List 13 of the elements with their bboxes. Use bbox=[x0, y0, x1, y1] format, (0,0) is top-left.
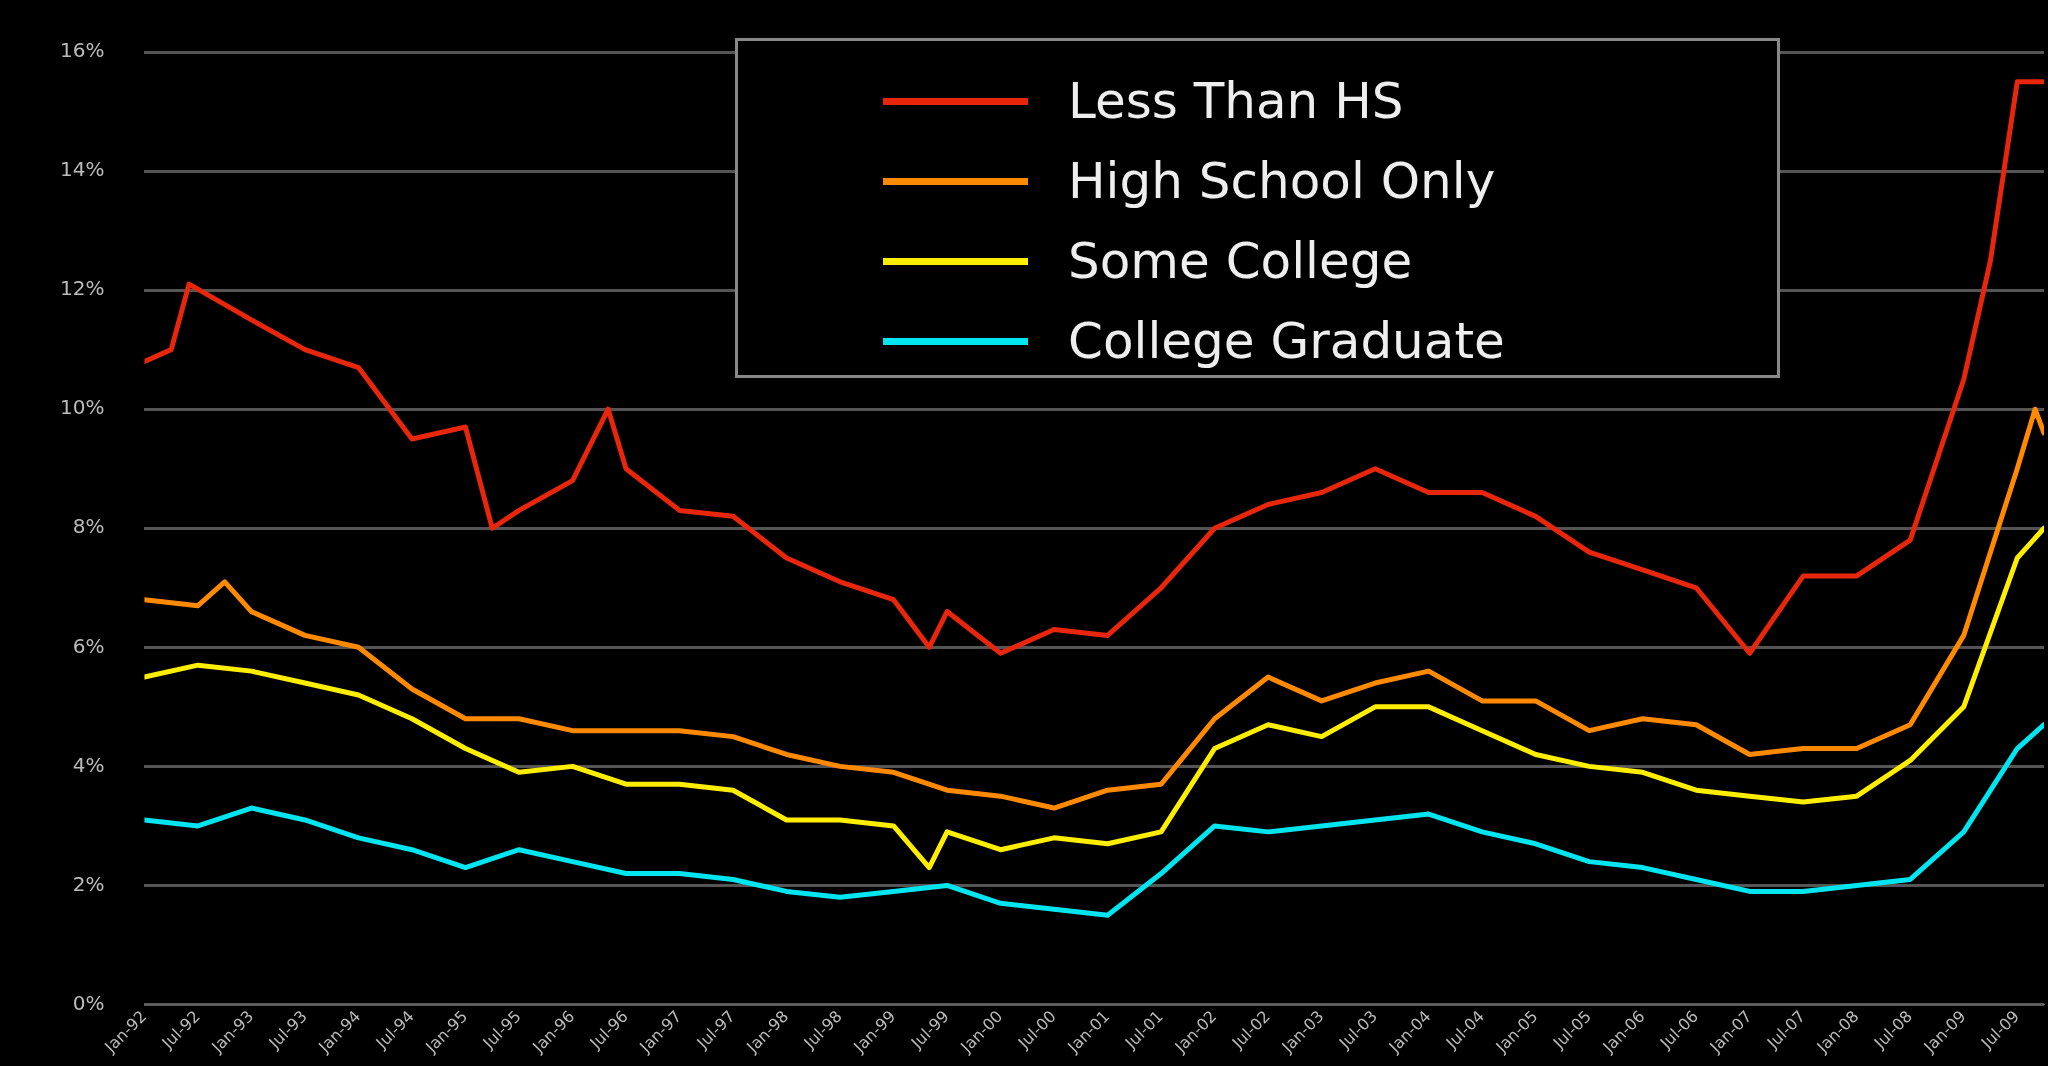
legend-label: Some College bbox=[1068, 232, 1413, 290]
y-tick-label: 10% bbox=[60, 395, 105, 420]
y-tick-label: 0% bbox=[72, 990, 105, 1015]
legend-label: High School Only bbox=[1068, 152, 1496, 210]
y-tick-label: 12% bbox=[60, 276, 105, 301]
legend-label: Less Than HS bbox=[1068, 72, 1404, 130]
y-tick-label: 4% bbox=[72, 752, 105, 777]
y-tick-label: 8% bbox=[72, 514, 105, 539]
y-tick-label: 16% bbox=[60, 38, 105, 63]
legend-label: College Graduate bbox=[1068, 312, 1505, 370]
y-tick-label: 6% bbox=[72, 633, 105, 658]
y-tick-label: 14% bbox=[60, 157, 105, 182]
y-tick-label: 2% bbox=[72, 871, 105, 896]
